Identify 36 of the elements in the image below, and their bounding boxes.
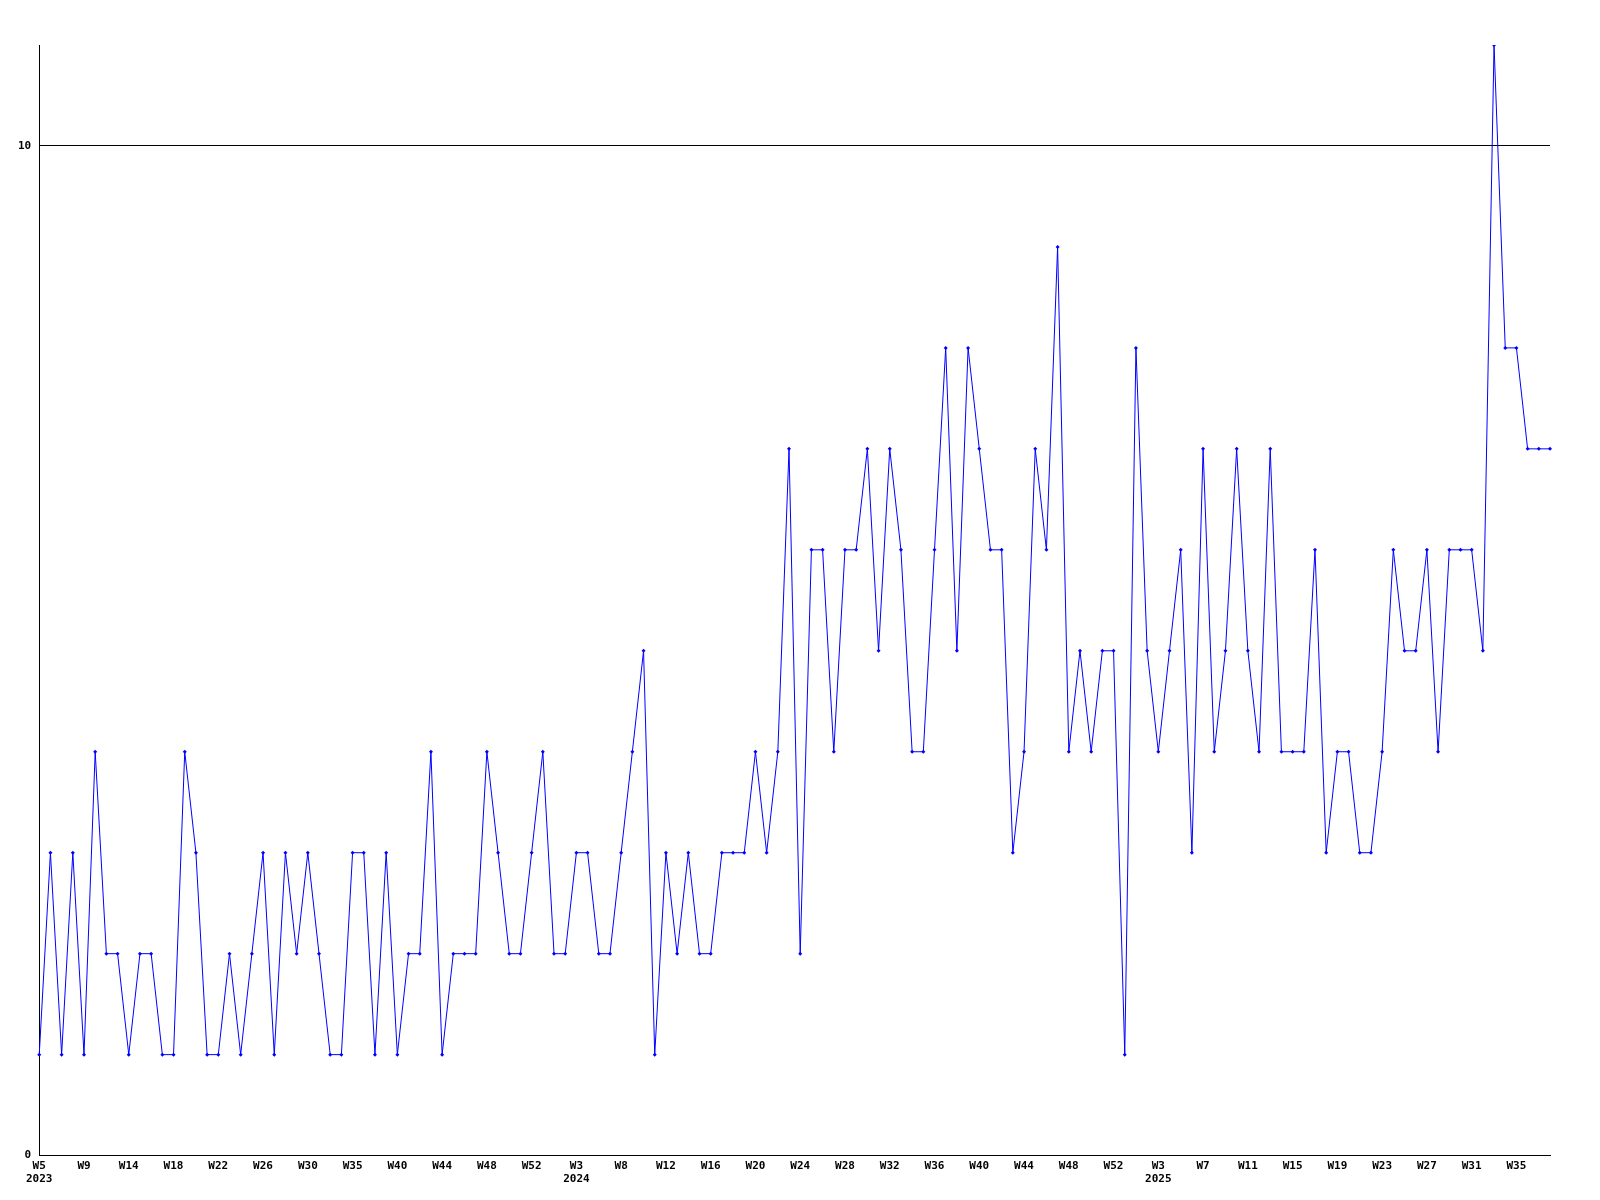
x-tick-label: W32	[879, 1159, 900, 1173]
x-tick-label: W23	[1372, 1159, 1393, 1173]
x-tick-label: W40	[387, 1159, 408, 1173]
x-tick-label: W28	[835, 1159, 855, 1173]
x-tick-label: W52	[1103, 1159, 1124, 1173]
x-tick-label: W15	[1282, 1159, 1303, 1173]
y-tick-label: 0	[24, 1148, 32, 1162]
x-tick-label: W26	[253, 1159, 274, 1173]
x-tick-label: W36	[924, 1159, 945, 1173]
x-tick-label: W40	[969, 1159, 990, 1173]
x-tick-label: W3 2024	[563, 1159, 591, 1186]
x-tick-label: W22	[208, 1159, 229, 1173]
x-tick-label: W7	[1196, 1159, 1210, 1173]
x-tick-label: W16	[700, 1159, 721, 1173]
x-tick-label: W18	[163, 1159, 184, 1173]
x-tick-label: W20	[745, 1159, 766, 1173]
x-tick-label: W48	[476, 1159, 497, 1173]
x-tick-label: W35	[1506, 1159, 1527, 1173]
x-tick-label: W19	[1327, 1159, 1348, 1173]
x-tick-label: W3 2025	[1145, 1159, 1172, 1186]
x-tick-label: W35	[342, 1159, 363, 1173]
x-tick-label: W30	[297, 1159, 318, 1173]
x-tick-label: W14	[118, 1159, 140, 1173]
x-tick-label: W5 2023	[26, 1159, 53, 1186]
x-tick-label: W44	[1014, 1159, 1035, 1173]
x-tick-label: W31	[1461, 1159, 1482, 1173]
x-tick-label: W12	[655, 1159, 676, 1173]
x-tick-label: W11	[1237, 1159, 1259, 1173]
x-tick-label: W24	[790, 1159, 811, 1173]
x-tick-label: W8	[614, 1159, 628, 1173]
x-tick-label: W9	[77, 1159, 91, 1173]
x-tick-label: W48	[1058, 1159, 1079, 1173]
y-tick-label: 10	[18, 138, 32, 152]
x-tick-label: W27	[1416, 1159, 1437, 1173]
x-tick-label: W52	[521, 1159, 542, 1173]
x-tick-label: W44	[432, 1159, 453, 1173]
